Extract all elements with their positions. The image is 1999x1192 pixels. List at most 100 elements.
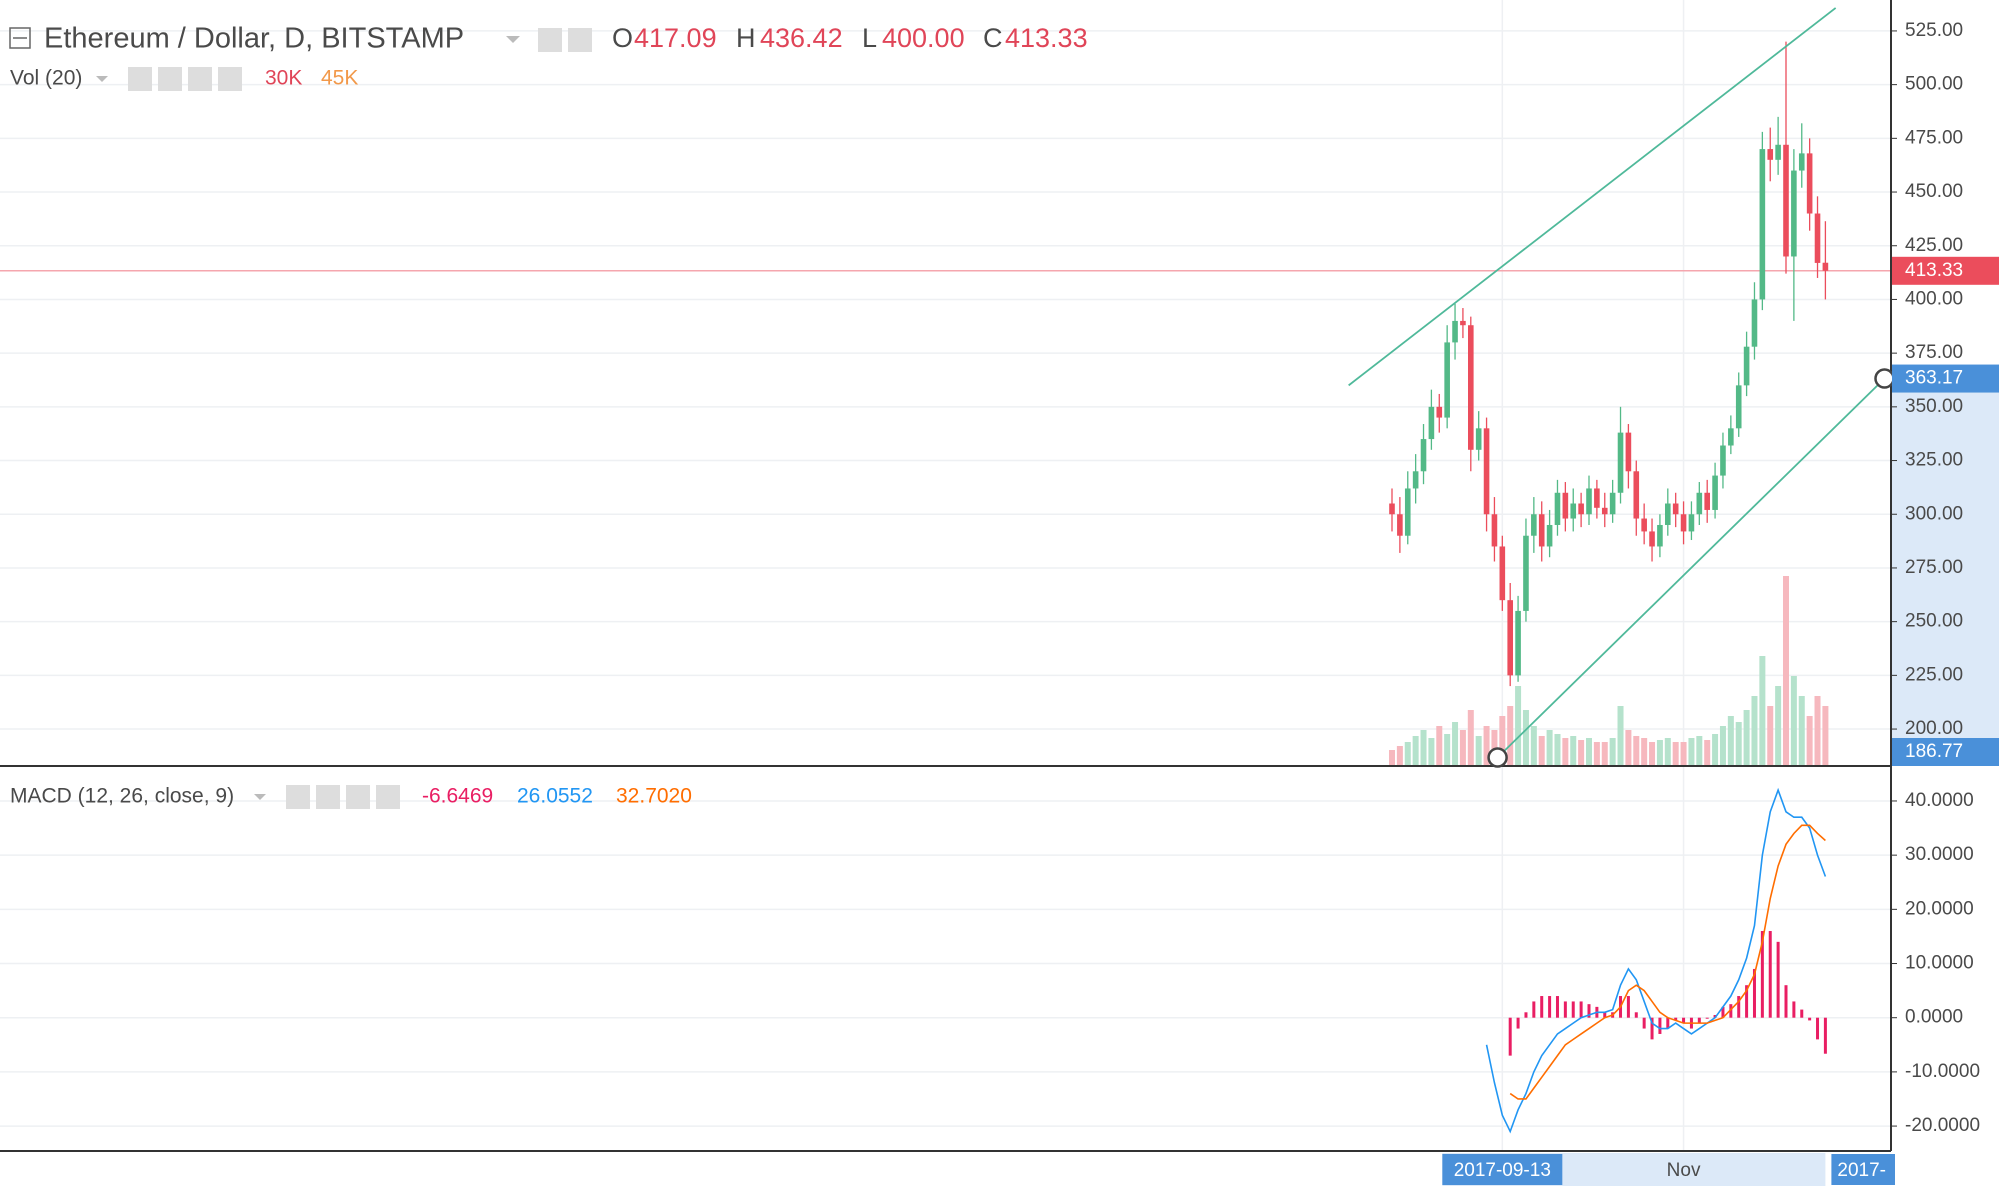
- price-marker-label: 186.77: [1905, 741, 1963, 762]
- volume-title: Vol (20): [10, 67, 82, 90]
- candle-body: [1483, 428, 1490, 515]
- macd-histogram-bar: [1658, 1017, 1662, 1034]
- eye-button[interactable]: [286, 785, 310, 809]
- signal-line: [1509, 824, 1826, 1100]
- volume-bar: [1775, 686, 1782, 766]
- settings-button[interactable]: [158, 67, 182, 91]
- trendline-handle: [1487, 747, 1508, 768]
- candle-body: [1696, 492, 1703, 515]
- candle-body: [1412, 471, 1419, 489]
- y-tick-label: 0.0000: [1905, 1007, 1963, 1028]
- candle-body: [1491, 514, 1498, 547]
- eye-button[interactable]: [538, 28, 562, 52]
- volume-bar: [1696, 736, 1703, 766]
- dropdown-arrow[interactable]: [96, 76, 108, 82]
- eye-button[interactable]: [128, 67, 152, 91]
- candle-body: [1617, 432, 1624, 493]
- settings-button[interactable]: [568, 28, 592, 52]
- candle-body: [1475, 428, 1482, 450]
- add-button[interactable]: [188, 67, 212, 91]
- dropdown-arrow[interactable]: [506, 36, 520, 43]
- macd-histogram-bar: [1587, 1004, 1591, 1018]
- x-tick-label: 2017-: [1837, 1160, 1886, 1181]
- candle-body: [1775, 144, 1781, 160]
- candle-body: [1546, 524, 1553, 547]
- macd-histogram-bar: [1571, 1001, 1575, 1018]
- volume-bar: [1554, 734, 1561, 766]
- volume-bar: [1436, 726, 1443, 766]
- candle-body: [1728, 428, 1734, 446]
- candle-body: [1570, 503, 1577, 519]
- candle-body: [1468, 325, 1474, 450]
- trendline: [1348, 7, 1837, 387]
- volume-bar: [1459, 730, 1466, 766]
- candle-body: [1759, 149, 1766, 300]
- volume-bar: [1396, 746, 1403, 766]
- candle-body: [1625, 432, 1632, 472]
- candle-body: [1633, 471, 1640, 519]
- y-tick-label: 425.00: [1905, 235, 1963, 256]
- volume-bar: [1672, 742, 1679, 766]
- volume-value: 30K: [265, 67, 302, 90]
- high-letter: H: [736, 23, 756, 53]
- dropdown-arrow[interactable]: [254, 794, 266, 800]
- macd-histogram-bar: [1563, 1001, 1567, 1018]
- volume-bar: [1530, 726, 1537, 766]
- remove-button[interactable]: [218, 67, 242, 91]
- volume-bar: [1601, 742, 1608, 766]
- candle-body: [1404, 488, 1411, 536]
- macd-histogram-bar: [1792, 1001, 1796, 1018]
- candle-body: [1743, 346, 1750, 386]
- macd-histogram-bar: [1697, 1017, 1701, 1024]
- volume-bar: [1743, 710, 1750, 766]
- volume-bar: [1688, 738, 1695, 766]
- volume-bar: [1515, 686, 1522, 766]
- y-tick-label: 20.0000: [1905, 898, 1974, 919]
- grid-layer: [0, 0, 1891, 1151]
- settings-button[interactable]: [316, 785, 340, 809]
- collapse-button[interactable]: [9, 27, 31, 49]
- y-tick-label: 10.0000: [1905, 953, 1974, 974]
- y-tick-label: 40.0000: [1905, 790, 1974, 811]
- volume-bar: [1562, 738, 1569, 766]
- candle-body: [1499, 546, 1506, 601]
- macd-histogram-bar: [1737, 996, 1741, 1018]
- remove-button[interactable]: [376, 785, 400, 809]
- candle-body: [1641, 518, 1647, 532]
- candle-body: [1507, 600, 1513, 676]
- marks-layer: [0, 7, 1891, 1134]
- candle-body: [1452, 320, 1458, 343]
- macd-histogram-bar: [1579, 1001, 1583, 1018]
- macd-title: MACD (12, 26, close, 9): [10, 785, 234, 808]
- volume-bar: [1767, 706, 1774, 766]
- add-button[interactable]: [346, 785, 370, 809]
- macd-histogram-bar: [1532, 1001, 1536, 1018]
- candle-body: [1672, 503, 1679, 515]
- candle-body: [1420, 439, 1427, 472]
- x-tick-label: 2017-09-13: [1454, 1160, 1551, 1181]
- candle-body: [1538, 514, 1545, 547]
- last-price-tag: [1892, 256, 1999, 285]
- macd-histogram-value: -6.6469: [422, 785, 493, 808]
- volume-bar: [1444, 734, 1451, 766]
- volume-bar: [1467, 710, 1474, 766]
- y-tick-label: 375.00: [1905, 342, 1963, 363]
- volume-bar: [1483, 726, 1490, 766]
- candle-body: [1428, 406, 1435, 440]
- volume-bar: [1704, 740, 1711, 766]
- volume-bar: [1625, 730, 1632, 766]
- volume-bar: [1735, 722, 1742, 766]
- y-tick-label: 525.00: [1905, 20, 1963, 41]
- candle-body: [1822, 262, 1829, 271]
- candle-body: [1436, 406, 1443, 418]
- y-tick-label: 400.00: [1905, 288, 1963, 309]
- y-tick-label: -20.0000: [1905, 1115, 1980, 1136]
- macd-histogram-bar: [1721, 1006, 1725, 1018]
- price-marker-label: 363.17: [1905, 368, 1963, 389]
- macd-histogram-bar: [1642, 1017, 1646, 1029]
- volume-bar: [1420, 730, 1427, 766]
- volume-bar: [1593, 742, 1600, 766]
- candle-body: [1389, 503, 1395, 515]
- y-tick-label: 200.00: [1905, 718, 1963, 739]
